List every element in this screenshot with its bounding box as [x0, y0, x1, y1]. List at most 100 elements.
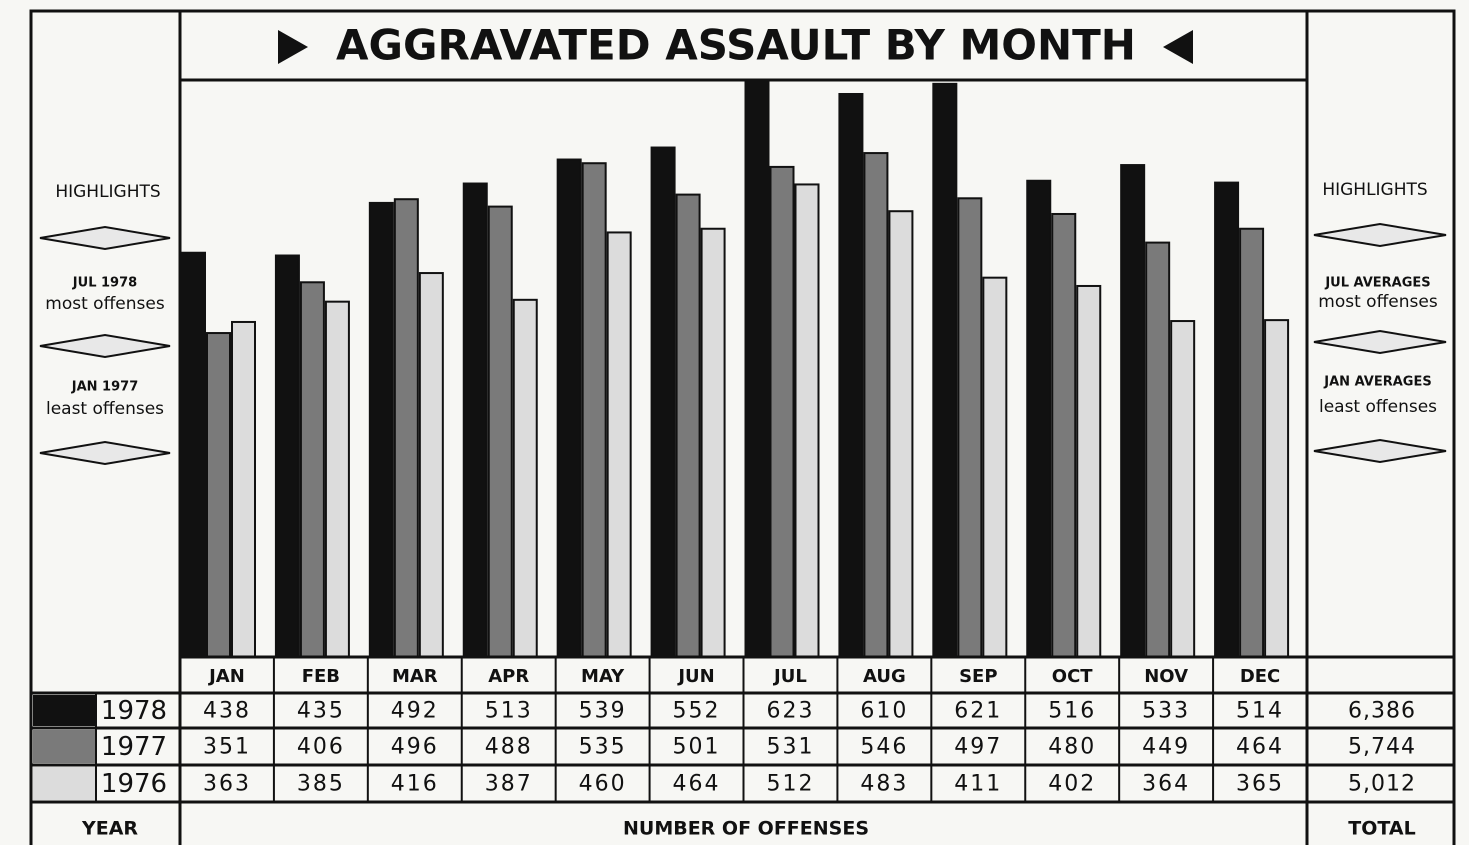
bar — [1239, 227, 1265, 658]
total-value: 5,012 — [1348, 772, 1416, 797]
value-label: 402 — [1048, 772, 1096, 797]
value-label: 546 — [860, 735, 908, 760]
bar — [556, 158, 582, 659]
highlight-label: JUL 1978 — [72, 276, 137, 291]
bar — [299, 281, 325, 658]
value-label: 516 — [1048, 699, 1096, 724]
bar — [700, 227, 726, 658]
legend-label: 1977 — [101, 732, 167, 762]
highlight-label: JAN AVERAGES — [1323, 375, 1431, 390]
value-label: 385 — [297, 772, 345, 797]
bar — [581, 162, 607, 658]
value-label: 483 — [860, 772, 908, 797]
bar — [393, 198, 419, 658]
bar — [888, 210, 914, 659]
highlight-label: JUL AVERAGES — [1324, 276, 1430, 291]
value-label: 531 — [766, 735, 814, 760]
bar — [1120, 164, 1146, 659]
year-label: YEAR — [81, 818, 138, 840]
value-label: 480 — [1048, 735, 1096, 760]
bar — [1051, 212, 1077, 659]
bar — [462, 182, 488, 659]
x-tick-label: JAN — [207, 666, 245, 687]
x-tick-label: MAR — [392, 666, 438, 687]
frame — [29, 9, 1456, 845]
value-label: 365 — [1236, 772, 1284, 797]
bar — [368, 201, 394, 659]
value-label: 533 — [1142, 699, 1190, 724]
value-label: 435 — [297, 699, 345, 724]
highlight-label: JAN 1977 — [71, 380, 139, 395]
value-label: 492 — [391, 699, 439, 724]
highlight-text: most offenses — [1318, 292, 1438, 312]
value-label: 411 — [954, 772, 1002, 797]
bar — [650, 146, 676, 658]
total-value: 6,386 — [1348, 699, 1416, 724]
bar — [181, 251, 206, 658]
total-label: TOTAL — [1348, 818, 1415, 840]
value-label: 496 — [391, 735, 439, 760]
highlights-heading: HIGHLIGHTS — [55, 182, 160, 202]
value-label: 406 — [297, 735, 345, 760]
bar — [675, 193, 701, 659]
legend-swatch — [33, 767, 95, 800]
value-label: 464 — [1236, 735, 1284, 760]
value-label: 438 — [203, 699, 251, 724]
bar — [863, 152, 889, 658]
bar — [794, 183, 820, 658]
x-axis-label: NUMBER OF OFFENSES — [623, 818, 869, 840]
x-tick-label: OCT — [1052, 666, 1094, 687]
total-value: 5,744 — [1348, 735, 1416, 760]
bar — [1145, 241, 1171, 658]
value-label: 364 — [1142, 772, 1190, 797]
highlight-text: least offenses — [1319, 397, 1437, 417]
value-label: 514 — [1236, 699, 1284, 724]
highlights-heading: HIGHLIGHTS — [1322, 180, 1427, 200]
value-label: 497 — [954, 735, 1002, 760]
value-label: 363 — [203, 772, 251, 797]
legend-label: 1978 — [101, 696, 167, 726]
value-label: 488 — [485, 735, 533, 760]
bar — [957, 197, 983, 658]
value-label: 539 — [579, 699, 627, 724]
highlight-text: most offenses — [45, 294, 165, 314]
value-label: 464 — [673, 772, 721, 797]
bar — [982, 276, 1008, 658]
x-tick-label: FEB — [302, 666, 340, 687]
value-label: 535 — [579, 735, 627, 760]
bar — [487, 205, 513, 658]
legend-swatch — [33, 730, 95, 763]
value-label: 552 — [673, 699, 721, 724]
x-tick-label: APR — [488, 666, 529, 687]
legend-label: 1976 — [101, 769, 167, 799]
bar — [1170, 320, 1196, 658]
bar — [1264, 319, 1290, 658]
bar — [274, 254, 300, 658]
x-tick-label: AUG — [863, 666, 906, 687]
value-label: 512 — [766, 772, 814, 797]
bar — [231, 320, 256, 658]
value-label: 387 — [485, 772, 533, 797]
value-label: 501 — [673, 735, 721, 760]
highlight-text: least offenses — [46, 399, 164, 419]
bar — [1214, 181, 1240, 658]
x-tick-label: SEP — [959, 666, 997, 687]
title-arrow — [1163, 30, 1193, 64]
x-tick-label: JUN — [676, 666, 714, 687]
bar — [324, 300, 350, 658]
value-label: 610 — [860, 699, 908, 724]
bar — [418, 272, 444, 658]
value-label: 513 — [485, 699, 533, 724]
value-label: 416 — [391, 772, 439, 797]
value-label: 449 — [1142, 735, 1190, 760]
value-label: 351 — [203, 735, 251, 760]
chart-title: AGGRAVATED ASSAULT BY MONTH — [336, 21, 1136, 70]
x-tick-label: MAY — [581, 666, 625, 687]
bar — [206, 332, 231, 658]
bar — [769, 165, 795, 658]
x-tick-label: NOV — [1144, 666, 1188, 687]
bar — [838, 92, 864, 658]
title-arrow — [278, 30, 308, 64]
x-tick-label: DEC — [1240, 666, 1280, 687]
